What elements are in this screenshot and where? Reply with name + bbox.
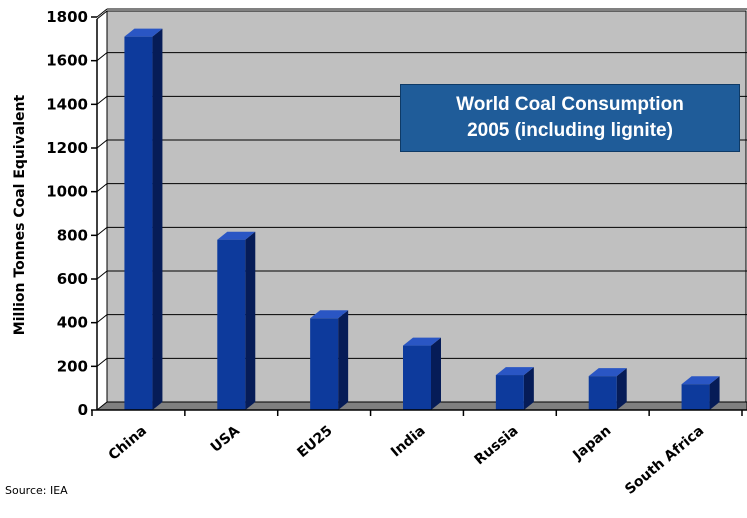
- bar-russia: [495, 367, 534, 410]
- source-note: Source: IEA: [5, 484, 68, 497]
- bar-side: [709, 376, 720, 410]
- chart-title-box: World Coal Consumption 2005 (including l…: [400, 84, 740, 152]
- gridline-diag: [96, 226, 108, 236]
- y-tick-label: 1200: [46, 139, 88, 157]
- bar-side: [431, 337, 441, 410]
- bar-front: [403, 345, 431, 410]
- bar-south-africa: [681, 376, 720, 410]
- y-tick-label: 1000: [46, 183, 88, 201]
- bar-top: [217, 231, 256, 240]
- bar-front: [124, 36, 153, 411]
- x-tick-label: South Africa: [622, 423, 707, 498]
- bar-china: [124, 28, 163, 411]
- bar-front: [588, 376, 617, 410]
- bar-side: [523, 367, 534, 410]
- bar-front: [495, 375, 524, 410]
- y-tick-label: 1800: [46, 8, 88, 26]
- y-tick-label: 200: [57, 357, 88, 375]
- x-tick-label: USA: [208, 423, 243, 456]
- bar-front: [681, 384, 710, 410]
- bar-front: [217, 239, 246, 410]
- gridline-diag: [96, 95, 108, 105]
- plot-area: [95, 10, 747, 411]
- y-tick-label: 1600: [46, 52, 88, 70]
- bar-side: [245, 231, 256, 410]
- bar-top: [124, 28, 163, 37]
- x-tick-labels: China USA EU25 India Russia Japan South Africa: [91, 410, 743, 498]
- x-tick-label: India: [388, 423, 429, 461]
- chart-title-line-2: 2005 (including lignite): [467, 120, 673, 141]
- y-axis-label: Million Tonnes Coal Equivalent: [12, 94, 28, 335]
- x-tick-label: EU25: [294, 423, 335, 461]
- plot-background: [106, 10, 747, 403]
- axes: [96, 19, 747, 411]
- gridline-diag: [96, 139, 108, 149]
- x-tick-label: Russia: [472, 423, 522, 468]
- bar-side: [152, 28, 163, 411]
- bars: [124, 28, 720, 411]
- bar-side: [338, 310, 349, 410]
- x-tick-label: China: [106, 423, 150, 464]
- bar-india: [403, 337, 441, 410]
- gridline-diag: [96, 270, 108, 280]
- gridline-diag: [96, 52, 108, 62]
- bar-eu25: [310, 310, 349, 410]
- bar-japan: [588, 368, 627, 410]
- bar-top: [310, 310, 349, 319]
- y-tick-label: 600: [57, 270, 88, 288]
- gridline-diag: [96, 8, 108, 18]
- left-wall-edge: [96, 10, 108, 20]
- chart-title-line-1: World Coal Consumption: [456, 94, 684, 115]
- y-tick-labels: 0 200 400 600 800 1000 1200 1400 1600 1800: [46, 8, 97, 419]
- bar-side: [616, 368, 627, 410]
- bar-top: [588, 368, 627, 377]
- gridline-diag: [96, 357, 108, 367]
- y-tick-label: 0: [78, 401, 88, 419]
- y-tick-label: 400: [57, 314, 88, 332]
- bar-top: [495, 367, 534, 376]
- bar-top: [681, 376, 720, 385]
- y-tick-label: 1400: [46, 95, 88, 113]
- bar-usa: [217, 231, 256, 410]
- gridline-diag: [96, 183, 108, 193]
- x-tick-label: Japan: [569, 423, 614, 464]
- bar-front: [310, 318, 339, 410]
- bar-top: [403, 337, 441, 346]
- y-tick-label: 800: [57, 226, 88, 244]
- gridline-diag: [96, 314, 108, 324]
